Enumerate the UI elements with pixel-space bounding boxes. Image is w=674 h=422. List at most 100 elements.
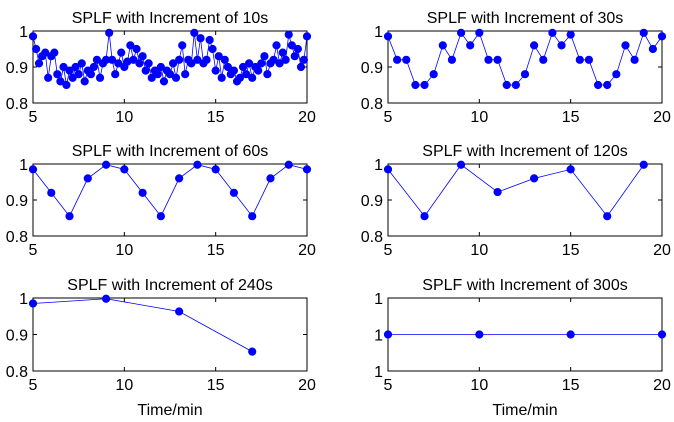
data-point [175, 55, 184, 64]
y-tick-label: 1 [19, 24, 28, 41]
data-point [383, 165, 393, 174]
data-point [281, 55, 290, 64]
data-point [248, 347, 257, 356]
data-point [438, 41, 447, 50]
data-point [275, 59, 284, 68]
data-point [296, 62, 306, 72]
data-point [165, 70, 175, 79]
data-point [612, 70, 621, 79]
x-tick-label: 20 [298, 377, 316, 394]
data-point [187, 59, 196, 68]
y-tick-label: 0.8 [361, 96, 383, 113]
data-point [171, 73, 181, 82]
chart-title: SPLF with Increment of 120s [422, 143, 627, 160]
data-point [47, 188, 56, 197]
data-point [456, 160, 466, 169]
data-point [269, 55, 278, 64]
data-point [153, 70, 162, 79]
data-point [53, 70, 62, 79]
data-point [144, 59, 153, 68]
data-point [80, 77, 89, 86]
x-tick-label: 5 [29, 242, 38, 259]
series-line [387, 164, 645, 217]
data-point [34, 59, 44, 68]
x-tick-label: 5 [384, 242, 393, 259]
x-tick-label: 10 [470, 242, 488, 259]
data-point [272, 41, 281, 50]
data-point [284, 160, 293, 169]
y-tick-label: 0.8 [6, 229, 28, 246]
data-point [260, 52, 269, 61]
data-point [190, 28, 199, 37]
x-tick-label: 10 [115, 242, 133, 259]
data-point [630, 55, 639, 64]
data-point [290, 52, 299, 61]
data-point [284, 30, 293, 39]
data-point [229, 66, 239, 75]
data-point [205, 35, 214, 45]
data-point [28, 32, 38, 41]
data-point [92, 55, 102, 64]
y-tick-label: 0.9 [6, 328, 28, 345]
data-point [603, 80, 612, 90]
data-point [420, 80, 429, 90]
data-point [114, 59, 123, 68]
data-point [557, 41, 566, 50]
chart-panel-2: 5 10 15 20 0.8 0.9 1 SPLF with Increment of 30s [361, 10, 671, 126]
data-point [101, 160, 111, 169]
y-tick-label: 0.9 [6, 60, 28, 77]
data-point [196, 34, 205, 43]
data-point [420, 212, 429, 221]
data-point [132, 44, 141, 54]
chart-panel-4: 5 10 15 20 0.8 0.9 1 SPLF with Increment of 120… [361, 143, 671, 259]
axes-box [387, 30, 663, 104]
data-point [493, 187, 502, 197]
data-point [41, 48, 50, 57]
x-tick-label: 10 [470, 109, 488, 126]
series-line [32, 164, 308, 217]
data-point [456, 28, 466, 37]
data-point [32, 44, 41, 54]
data-point [217, 73, 226, 82]
series-line [32, 298, 253, 353]
data-point [511, 80, 520, 90]
data-point [129, 55, 138, 64]
axes-box [32, 163, 308, 237]
data-point [584, 55, 594, 64]
y-tick-label: 0.8 [6, 96, 28, 113]
data-point [65, 66, 74, 75]
x-tick-label: 15 [207, 242, 225, 259]
data-point [181, 70, 190, 79]
data-point [383, 330, 393, 339]
chart-panel-5: 5 10 15 20 0.8 0.9 1 SPLF with Increment of 240… [6, 277, 316, 419]
data-point [248, 73, 257, 82]
data-point [657, 32, 667, 41]
data-point [202, 55, 211, 64]
data-point [429, 70, 438, 79]
data-point [244, 59, 254, 68]
data-point [566, 330, 575, 339]
data-point [89, 62, 98, 72]
data-point [117, 48, 126, 57]
data-point [71, 62, 80, 72]
data-point [466, 41, 475, 50]
data-point [530, 41, 539, 50]
data-point [293, 44, 302, 54]
x-tick-label: 20 [298, 242, 316, 259]
chart-panel-3: 5 10 15 20 0.8 0.9 1 SPLF with Increment of 60s [6, 143, 316, 259]
data-point [621, 41, 630, 50]
y-tick-label: 0.8 [6, 364, 28, 381]
data-point [147, 73, 156, 82]
data-point [475, 330, 484, 339]
data-point [603, 212, 612, 221]
x-tick-label: 15 [207, 109, 225, 126]
y-tick-label: 1 [374, 328, 383, 345]
data-point [383, 32, 393, 41]
data-point [220, 55, 229, 64]
data-point [530, 174, 539, 183]
data-point [223, 62, 233, 72]
x-tick-label: 5 [29, 377, 38, 394]
data-point [141, 66, 150, 75]
data-point [68, 73, 77, 82]
